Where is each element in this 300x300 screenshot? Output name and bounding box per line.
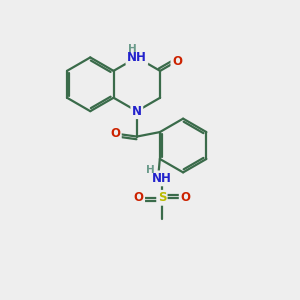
Text: H: H: [128, 44, 137, 54]
Text: S: S: [158, 191, 166, 204]
Text: NH: NH: [127, 51, 147, 64]
Text: N: N: [132, 105, 142, 118]
Text: O: O: [180, 191, 190, 204]
Text: O: O: [172, 55, 182, 68]
Text: H: H: [146, 165, 154, 175]
Text: O: O: [134, 191, 144, 204]
Text: NH: NH: [152, 172, 172, 185]
Text: O: O: [110, 127, 120, 140]
